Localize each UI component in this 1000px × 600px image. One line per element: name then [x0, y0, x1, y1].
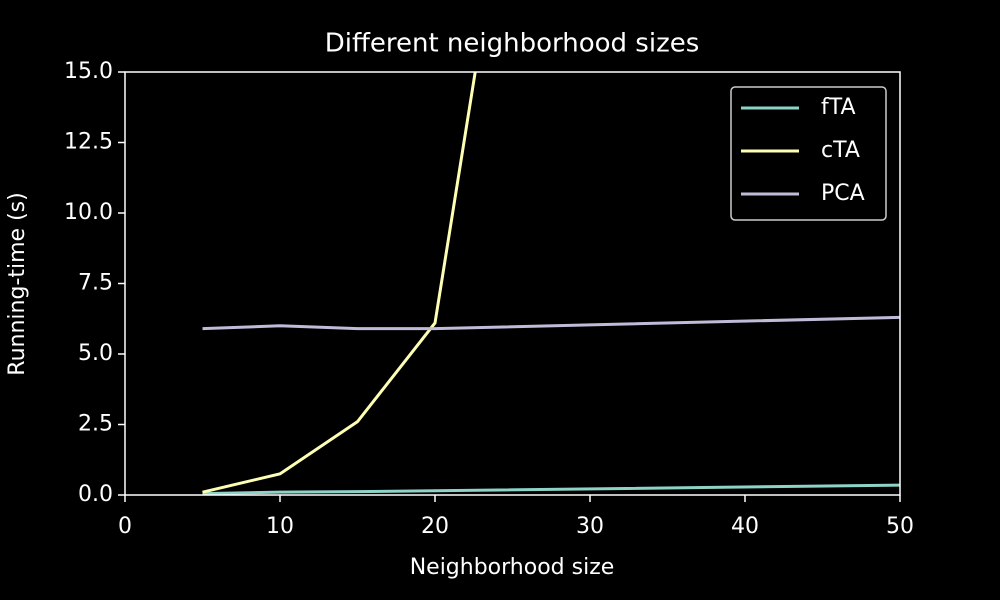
y-tick-label: 7.5 — [78, 271, 113, 296]
plot-area — [202, 72, 900, 495]
y-tick-label: 15.0 — [64, 59, 113, 84]
x-tick-label: 50 — [886, 514, 914, 539]
series-line — [202, 315, 900, 331]
x-tick-label: 30 — [576, 514, 604, 539]
y-tick-label: 5.0 — [78, 341, 113, 366]
y-tick-label: 2.5 — [78, 412, 113, 437]
x-tick-label: 20 — [421, 514, 449, 539]
legend-box — [730, 86, 887, 221]
chart-title: Different neighborhood sizes — [325, 29, 700, 59]
series-line — [202, 72, 477, 494]
y-tick-label: 0.0 — [78, 482, 113, 507]
legend-label: fTA — [821, 95, 856, 120]
legend-label: PCA — [821, 181, 865, 206]
x-tick-label: 10 — [266, 514, 294, 539]
x-axis-label: Neighborhood size — [410, 555, 615, 580]
legend-label: cTA — [821, 138, 860, 163]
x-tick-label: 40 — [731, 514, 759, 539]
y-tick-label: 10.0 — [64, 200, 113, 225]
y-tick-label: 12.5 — [64, 130, 113, 155]
series-line — [202, 483, 900, 495]
x-tick-label: 0 — [118, 514, 132, 539]
y-axis-label: Running-time (s) — [5, 192, 30, 375]
